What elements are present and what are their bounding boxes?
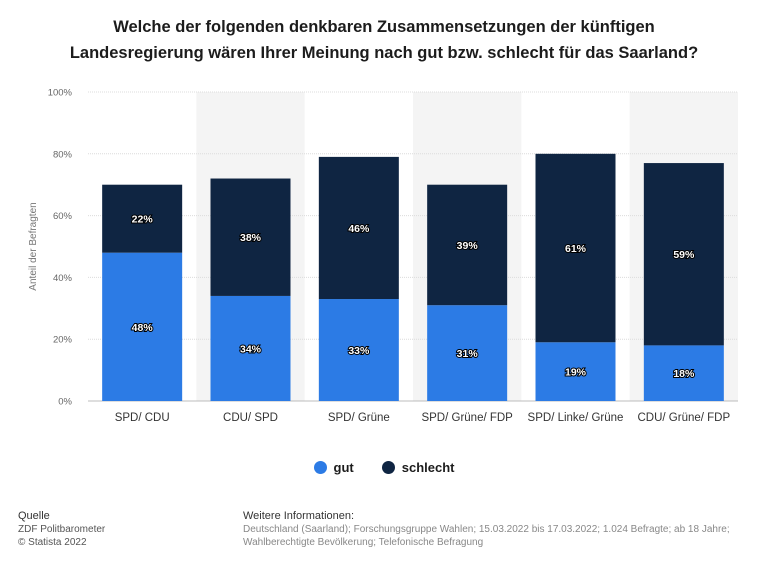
bar-gut[interactable] xyxy=(643,345,724,401)
data-label-gut: 34% xyxy=(240,343,262,355)
chart-title: Welche der folgenden denkbaren Zusammens… xyxy=(40,14,728,66)
stacked-bar-chart: 0% 20% 40% 60% 80% 100% Anteil der Befragten 48… xyxy=(28,88,738,424)
x-tick-label: SPD/ Grüne/ FDP xyxy=(421,412,513,424)
bar-gut[interactable] xyxy=(210,295,291,401)
info-block: Weitere Informationen: Deutschland (Saar… xyxy=(243,510,768,549)
info-text: Deutschland (Saarland); Forschungsgruppe… xyxy=(243,524,730,548)
info-heading: Weitere Informationen: xyxy=(243,510,355,522)
legend-label-gut: gut xyxy=(333,460,354,475)
bar-gut[interactable] xyxy=(318,299,399,401)
bar-schlecht[interactable] xyxy=(102,184,183,253)
data-label-gut: 48% xyxy=(132,322,154,334)
data-label-schlecht: 39% xyxy=(457,240,479,252)
title-line-1: Welche der folgenden denkbaren Zusammens… xyxy=(113,18,655,36)
data-label-gut: 31% xyxy=(457,348,479,360)
legend-swatch-schlecht xyxy=(381,461,395,474)
bar-schlecht[interactable] xyxy=(427,184,508,306)
data-label-gut: 18% xyxy=(673,368,695,380)
data-label-schlecht: 38% xyxy=(240,232,262,244)
x-tick-label: CDU/ Grüne/ FDP xyxy=(637,412,730,424)
legend-label-schlecht: schlecht xyxy=(401,460,455,475)
source-heading: Quelle xyxy=(18,510,50,522)
x-tick-label: CDU/ SPD xyxy=(223,412,278,424)
x-tick-label: SPD/ CDU xyxy=(115,412,170,424)
title-line-2: Landesregierung wären Ihrer Meinung nach… xyxy=(69,44,699,62)
data-label-gut: 33% xyxy=(348,345,370,357)
data-label-schlecht: 22% xyxy=(132,214,154,226)
data-label-schlecht: 61% xyxy=(565,243,587,255)
y-tick-label: 20% xyxy=(53,335,73,346)
source-line-2: © Statista 2022 xyxy=(18,537,87,548)
y-tick-label: 100% xyxy=(48,88,73,99)
bar-gut[interactable] xyxy=(102,252,183,401)
legend-item-gut[interactable]: gut xyxy=(313,460,354,475)
bar-schlecht[interactable] xyxy=(210,178,291,296)
bar-schlecht[interactable] xyxy=(535,153,616,343)
y-tick-label: 40% xyxy=(53,273,73,284)
bar-schlecht[interactable] xyxy=(643,163,724,346)
y-tick-label: 0% xyxy=(58,397,72,408)
y-tick-label: 60% xyxy=(53,211,73,222)
legend: gut schlecht xyxy=(0,460,768,475)
x-tick-label: SPD/ Linke/ Grüne xyxy=(528,412,624,424)
data-label-schlecht: 59% xyxy=(673,249,695,261)
bar-schlecht[interactable] xyxy=(318,156,399,300)
y-tick-label: 80% xyxy=(53,149,73,160)
legend-item-schlecht[interactable]: schlecht xyxy=(381,460,455,475)
bar-gut[interactable] xyxy=(535,342,616,401)
source-line-1: ZDF Politbarometer xyxy=(18,524,106,535)
source-block: Quelle ZDF Politbarometer © Statista 202… xyxy=(18,510,105,549)
data-label-schlecht: 46% xyxy=(348,223,370,235)
x-tick-label: SPD/ Grüne xyxy=(328,412,390,424)
legend-swatch-gut xyxy=(313,461,327,474)
y-axis-label: Anteil der Befragten xyxy=(28,202,39,290)
data-label-gut: 19% xyxy=(565,367,587,379)
bar-gut[interactable] xyxy=(427,305,508,401)
